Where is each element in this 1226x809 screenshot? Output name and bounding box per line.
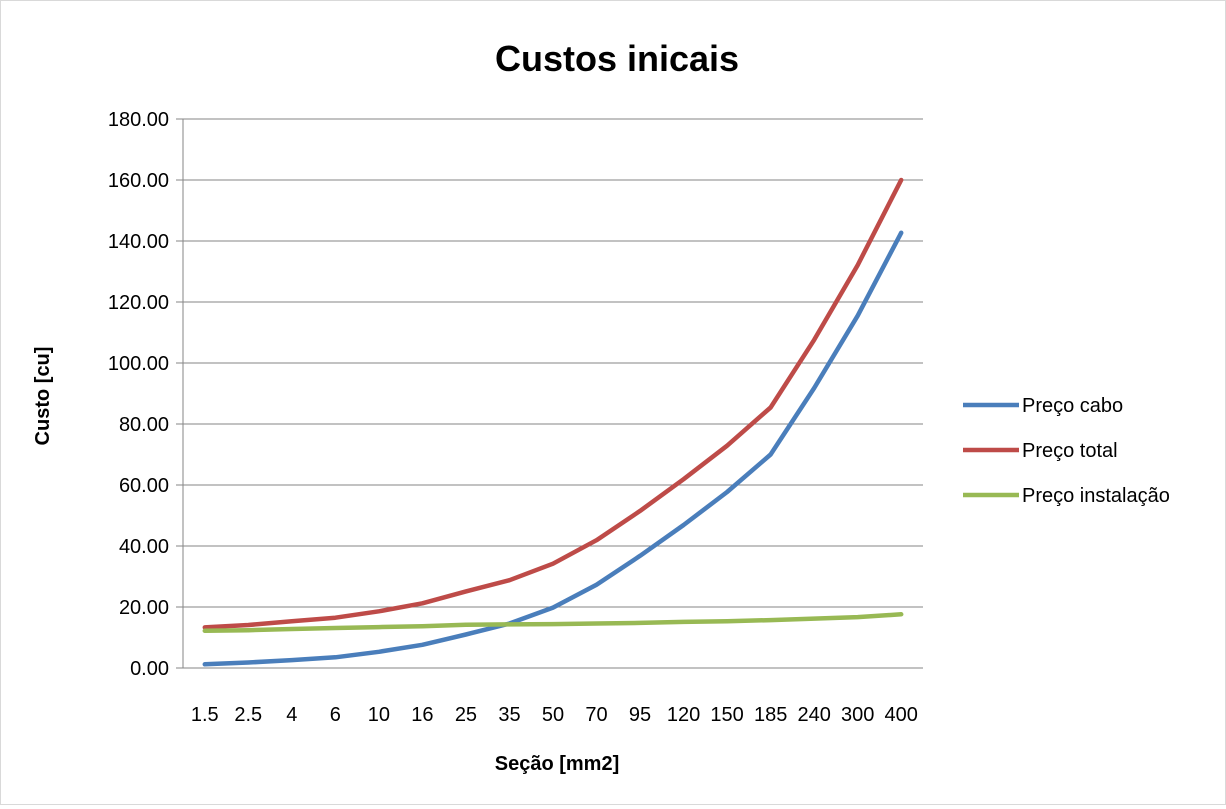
legend-label: Preço cabo bbox=[1022, 395, 1123, 417]
x-tick-label: 185 bbox=[754, 704, 787, 726]
x-tick-label: 150 bbox=[710, 704, 743, 726]
series-line-pre-o-instala-o bbox=[202, 612, 904, 634]
x-tick-label: 300 bbox=[841, 704, 874, 726]
y-tick-label: 20.00 bbox=[119, 597, 169, 619]
x-tick-label: 95 bbox=[629, 704, 651, 726]
y-tick-label: 140.00 bbox=[108, 231, 169, 253]
y-tick-label: 160.00 bbox=[108, 170, 169, 192]
x-tick-label: 25 bbox=[455, 704, 477, 726]
x-tick-label: 1.5 bbox=[191, 704, 219, 726]
y-tick-label: 180.00 bbox=[108, 109, 169, 131]
x-tick-label: 240 bbox=[797, 704, 830, 726]
y-tick-label: 60.00 bbox=[119, 475, 169, 497]
y-tick-label: 0.00 bbox=[130, 658, 169, 680]
y-tick-label: 100.00 bbox=[108, 353, 169, 375]
legend: Preço cabo Preço total Preço instalação bbox=[963, 395, 1170, 507]
y-tick-label: 120.00 bbox=[108, 292, 169, 314]
y-tick-label: 80.00 bbox=[119, 414, 169, 436]
x-axis-label: Seção [mm2] bbox=[495, 753, 620, 775]
x-tick-labels: 1.5 2.5 4 6 10 16 25 35 50 70 95 120 150 185 240 300 400 bbox=[191, 704, 918, 726]
series-lines bbox=[202, 177, 904, 667]
x-tick-label: 70 bbox=[585, 704, 607, 726]
x-tick-label: 16 bbox=[411, 704, 433, 726]
y-axis-label: Custo [cu] bbox=[32, 347, 54, 446]
x-tick-label: 35 bbox=[498, 704, 520, 726]
x-tick-label: 6 bbox=[330, 704, 341, 726]
series-line-pre-o-cabo bbox=[202, 230, 904, 667]
legend-label: Preço total bbox=[1022, 440, 1118, 462]
y-tick-label: 40.00 bbox=[119, 536, 169, 558]
x-tick-label: 2.5 bbox=[234, 704, 262, 726]
legend-label: Preço instalação bbox=[1022, 485, 1170, 507]
x-tick-label: 50 bbox=[542, 704, 564, 726]
series-line-pre-o-total bbox=[202, 177, 904, 630]
chart-title: Custos inicais bbox=[495, 38, 739, 79]
x-tick-label: 120 bbox=[667, 704, 700, 726]
y-tick-labels: 0.00 20.00 40.00 60.00 80.00 100.00 120.00 140.… bbox=[108, 109, 169, 680]
x-tick-label: 10 bbox=[368, 704, 390, 726]
axes bbox=[182, 119, 923, 669]
x-tick-label: 400 bbox=[885, 704, 918, 726]
x-tick-label: 4 bbox=[286, 704, 297, 726]
